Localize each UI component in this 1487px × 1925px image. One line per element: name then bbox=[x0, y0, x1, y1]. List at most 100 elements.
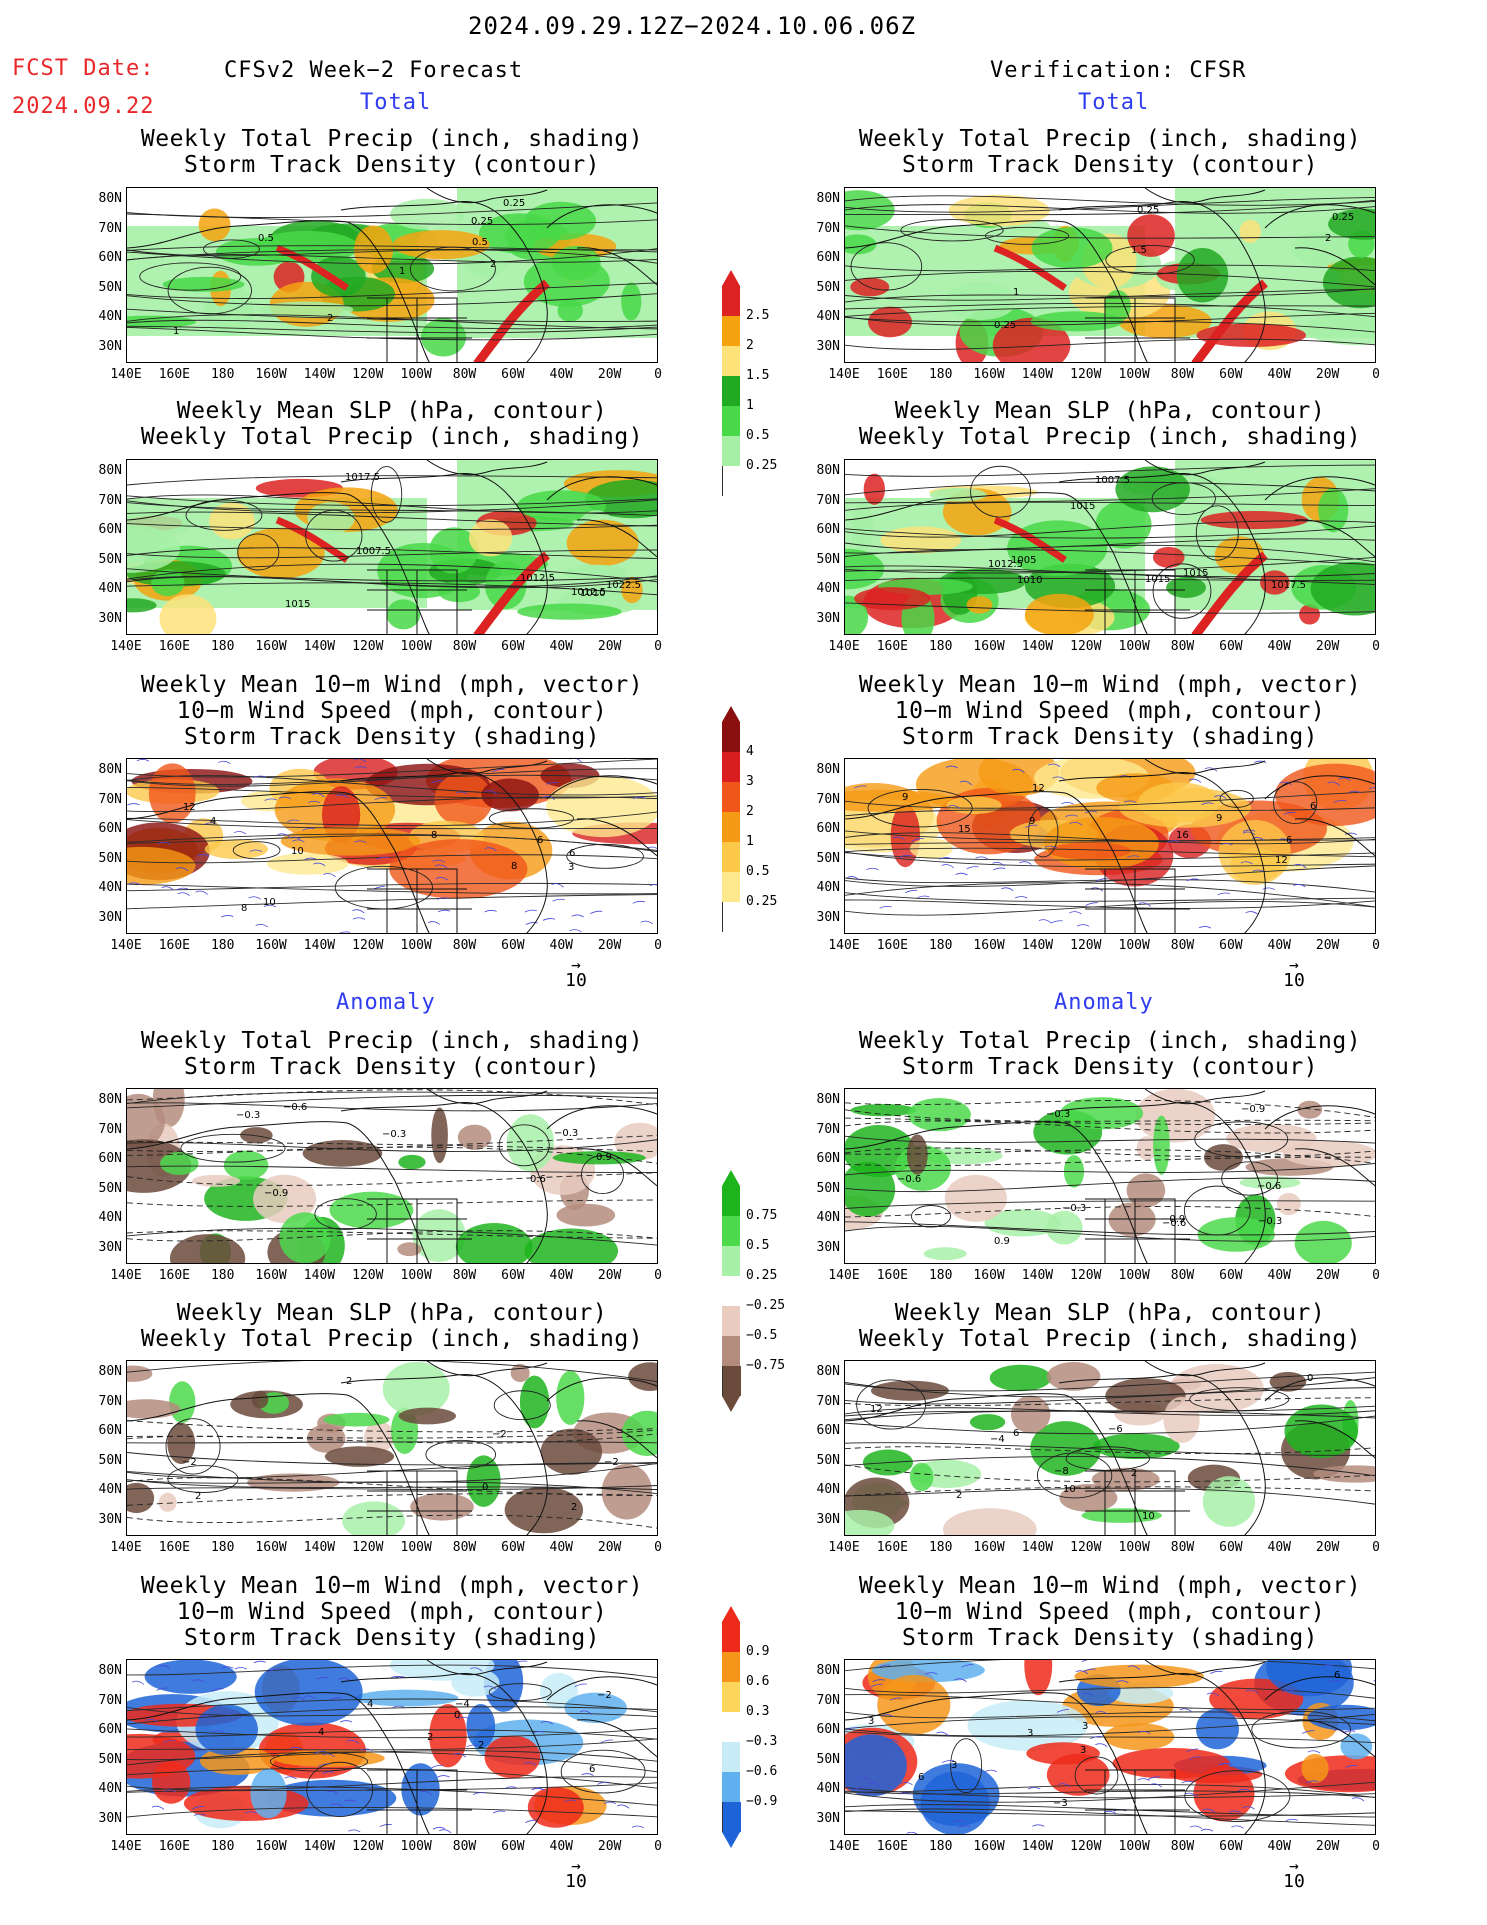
panel-title-line: Weekly Total Precip (inch, shading) bbox=[858, 424, 1362, 450]
colorbar-segment bbox=[722, 466, 741, 496]
lon-tick-label: 120W bbox=[1070, 639, 1102, 654]
lon-tick-label: 100W bbox=[1118, 938, 1150, 953]
map-plot: 6 8 6 8 10 12 3 8 4 10 bbox=[127, 759, 657, 933]
lon-tick-label: 60W bbox=[1219, 1540, 1243, 1555]
contour-label: −0.3 bbox=[1258, 1216, 1282, 1227]
lat-tick-label: 60N bbox=[816, 821, 840, 836]
lat-tick-label: 30N bbox=[816, 338, 840, 354]
lon-tick-label: 80W bbox=[1170, 1839, 1195, 1854]
lon-tick-label: 0 bbox=[1372, 1839, 1380, 1854]
lat-tick-label: 70N bbox=[98, 1692, 122, 1708]
lon-tick-label: 180 bbox=[928, 1839, 953, 1854]
lat-tick-label: 30N bbox=[98, 610, 122, 626]
contour-label: 1 bbox=[1013, 287, 1019, 298]
contour-label: 2 bbox=[195, 1491, 201, 1502]
lon-tick-label: 20W bbox=[597, 1268, 622, 1283]
contour-label: 1012.5 bbox=[571, 587, 606, 598]
colorbar-segment bbox=[722, 1366, 741, 1396]
lat-tick-label: 80N bbox=[816, 1663, 840, 1678]
colorbar-bottom-cap bbox=[722, 932, 740, 948]
vector-reference-value: 10 bbox=[565, 970, 587, 991]
colorbar-tick-label: 1 bbox=[746, 834, 754, 849]
lon-tick-label: 140W bbox=[303, 1839, 336, 1854]
vector-reference-arrow-icon: → bbox=[571, 1856, 581, 1875]
lat-tick-label: 50N bbox=[816, 279, 840, 295]
map-panel-11: 6 −4 2 4 −2 2 0 4 bbox=[126, 1659, 658, 1835]
vector-reference: → 10 bbox=[1274, 1858, 1314, 1893]
lon-tick-label: 140W bbox=[1021, 639, 1054, 654]
contour-label: 9 bbox=[1216, 813, 1222, 824]
lon-tick-label: 20W bbox=[1315, 639, 1340, 654]
fcst-date-label: FCST Date: bbox=[12, 56, 155, 81]
vector-reference-value: 10 bbox=[1283, 1871, 1305, 1892]
lon-tick-label: 160E bbox=[876, 367, 909, 382]
lon-tick-label: 40W bbox=[1267, 1540, 1291, 1555]
lon-tick-label: 140W bbox=[1021, 1268, 1054, 1283]
map-plot: −0.3−0.9−0.9−0.6−0.6 −0.30.9−0.6−0.3 bbox=[845, 1089, 1375, 1263]
contour-label: −4 bbox=[990, 1434, 1005, 1445]
contour-label: −0.3 bbox=[1046, 1109, 1070, 1120]
colorbar-tick-label: 0.5 bbox=[746, 428, 770, 443]
map-panel-4: 1005 1012.5 1015 1010 1017.5 1007.5 1015 1015 bbox=[844, 459, 1376, 635]
lon-tick-label: 180 bbox=[928, 1268, 953, 1283]
contour-label: 6 bbox=[589, 1764, 595, 1775]
lat-tick-label: 70N bbox=[816, 220, 840, 236]
lon-tick-label: 140W bbox=[1021, 938, 1054, 953]
colorbar-tick-label: 3 bbox=[746, 774, 754, 789]
colorbar-tick-label: −0.3 bbox=[746, 1734, 778, 1749]
period-title: 2024.09.29.12Z−2024.10.06.06Z bbox=[468, 12, 917, 40]
lat-tick-label: 50N bbox=[98, 850, 122, 866]
contour-label: 3 bbox=[1080, 1745, 1086, 1756]
contour-label: −0.3 bbox=[236, 1110, 260, 1121]
panel-title-line: Weekly Total Precip (inch, shading) bbox=[858, 126, 1362, 152]
map-plot: 10 6 −8 10 −6 12 2 −4 0 2 bbox=[845, 1361, 1375, 1535]
contour-label: 0.25 bbox=[503, 198, 525, 209]
lon-tick-label: 100W bbox=[1118, 367, 1150, 382]
lat-tick-label: 40N bbox=[816, 309, 840, 324]
panel-title-line: Weekly Mean SLP (hPa, contour) bbox=[894, 398, 1326, 424]
lon-tick-label: 120W bbox=[352, 639, 384, 654]
contour-label: 1.5 bbox=[1131, 245, 1147, 256]
colorbar-segment bbox=[722, 286, 740, 316]
colorbar-precip_anom bbox=[722, 1170, 741, 1412]
lon-tick-label: 100W bbox=[400, 367, 432, 382]
lon-tick-label: 40W bbox=[549, 367, 573, 382]
fcst-date-value: 2024.09.22 bbox=[12, 94, 155, 119]
colorbar-tick-label: 0.9 bbox=[746, 1644, 770, 1659]
colorbar-tick-label: 1.5 bbox=[746, 368, 770, 383]
contour-label: 12 bbox=[1275, 855, 1288, 866]
lon-tick-label: 160E bbox=[158, 1540, 191, 1555]
contour-label: 0 bbox=[1307, 1373, 1313, 1384]
lon-tick-label: 20W bbox=[1315, 1540, 1340, 1555]
lon-tick-label: 40W bbox=[1267, 1268, 1291, 1283]
lon-tick-label: 160W bbox=[255, 367, 287, 382]
lon-tick-label: 80W bbox=[1170, 639, 1195, 654]
lat-tick-label: 40N bbox=[98, 880, 122, 895]
panel-title-line: 10−m Wind Speed (mph, contour) bbox=[894, 698, 1326, 724]
lat-tick-label: 30N bbox=[816, 610, 840, 626]
map-plot: 9 6 15 9 9 16 12 12 6 bbox=[845, 759, 1375, 933]
lat-tick-label: 80N bbox=[816, 1092, 840, 1107]
lat-tick-label: 30N bbox=[816, 1239, 840, 1255]
contour-label: 10 bbox=[1142, 1511, 1155, 1522]
contour-label: 1017.5 bbox=[345, 472, 380, 483]
lat-tick-label: 70N bbox=[98, 220, 122, 236]
lat-tick-label: 70N bbox=[98, 1121, 122, 1137]
contour-label: 15 bbox=[958, 824, 971, 835]
lon-tick-label: 20W bbox=[597, 639, 622, 654]
contour-label: −2 bbox=[604, 1457, 619, 1468]
lon-tick-label: 80W bbox=[452, 367, 477, 382]
contour-label: 4 bbox=[367, 1699, 373, 1710]
panel-title-line: Weekly Mean SLP (hPa, contour) bbox=[894, 1300, 1326, 1326]
contour-label: 0.5 bbox=[472, 237, 488, 248]
colorbar-precip bbox=[722, 270, 741, 512]
lon-tick-label: 60W bbox=[501, 639, 525, 654]
map-plot: 0.25 0.25 0.25 1.5 2 1 bbox=[845, 188, 1375, 362]
contour-label: −8 bbox=[1054, 1466, 1069, 1477]
vector-reference-arrow-icon: → bbox=[1289, 955, 1299, 974]
contour-label: 10 bbox=[291, 846, 304, 857]
contour-label: 2 bbox=[490, 259, 496, 270]
colorbar-storm_anom bbox=[722, 1606, 741, 1848]
contour-label: 1 bbox=[173, 326, 179, 337]
